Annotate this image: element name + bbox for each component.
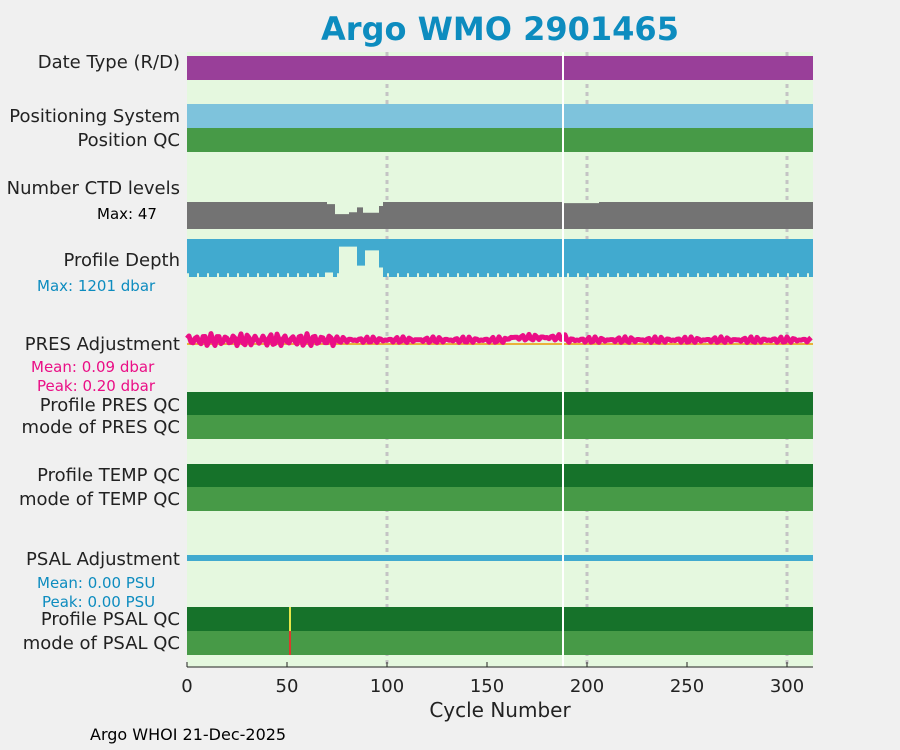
- label-mode-pres-qc: mode of PRES QC: [21, 417, 180, 438]
- band-profile-temp-qc: [187, 464, 813, 488]
- label-mode-psal-qc: mode of PSAL QC: [22, 633, 180, 654]
- label-profile-depth: Profile Depth: [63, 250, 180, 271]
- label-positioning-system: Positioning System: [9, 106, 180, 127]
- band-mode-psal-qc: [187, 631, 813, 655]
- x-tick-label-0: 0: [181, 676, 192, 697]
- footer-credit: Argo WHOI 21-Dec-2025: [90, 725, 287, 744]
- psal-mean-label: Mean: 0.00 PSU: [37, 574, 156, 592]
- x-tick-label-300: 300: [770, 676, 804, 697]
- x-tick-label-200: 200: [570, 676, 604, 697]
- label-profile-psal-qc: Profile PSAL QC: [40, 609, 180, 630]
- x-tick-label-50: 50: [276, 676, 299, 697]
- chart-title: Argo WMO 2901465: [321, 10, 679, 48]
- label-profile-pres-qc: Profile PRES QC: [39, 395, 180, 416]
- label-position-qc: Position QC: [77, 130, 180, 151]
- ctd-max-label: Max: 47: [97, 205, 157, 223]
- label-profile-temp-qc: Profile TEMP QC: [37, 465, 180, 486]
- plot-background: [187, 52, 813, 667]
- psal-adjustment-line: [187, 555, 813, 561]
- band-mode-pres-qc: [187, 415, 813, 439]
- label-psal-adjustment: PSAL Adjustment: [25, 549, 180, 570]
- band-position-qc: [187, 128, 813, 152]
- label-pres-adjustment: PRES Adjustment: [24, 334, 180, 355]
- pres-mean-label: Mean: 0.09 dbar: [31, 358, 155, 376]
- band-positioning: [187, 104, 813, 128]
- band-mode-temp-qc: [187, 487, 813, 511]
- x-tick-label-150: 150: [470, 676, 504, 697]
- band-date-type: [187, 56, 813, 80]
- band-profile-pres-qc: [187, 392, 813, 416]
- psal-peak-label: Peak: 0.00 PSU: [42, 593, 156, 611]
- band-profile-psal-qc: [187, 607, 813, 631]
- label-ctd-levels: Number CTD levels: [6, 178, 180, 199]
- profile-depth-area: [187, 239, 813, 277]
- x-tick-label-250: 250: [670, 676, 704, 697]
- pres-peak-label: Peak: 0.20 dbar: [37, 377, 156, 395]
- x-axis-label: Cycle Number: [429, 698, 571, 722]
- label-date-type: Date Type (R/D): [37, 52, 180, 73]
- x-tick-label-100: 100: [370, 676, 404, 697]
- pres-adjustment-line: [185, 331, 813, 349]
- label-mode-temp-qc: mode of TEMP QC: [18, 489, 180, 510]
- depth-max-label: Max: 1201 dbar: [37, 277, 156, 295]
- ctd-levels-area: [187, 202, 813, 229]
- psal-qc-flag-profile: [289, 607, 291, 631]
- psal-qc-flag-mode: [289, 631, 291, 655]
